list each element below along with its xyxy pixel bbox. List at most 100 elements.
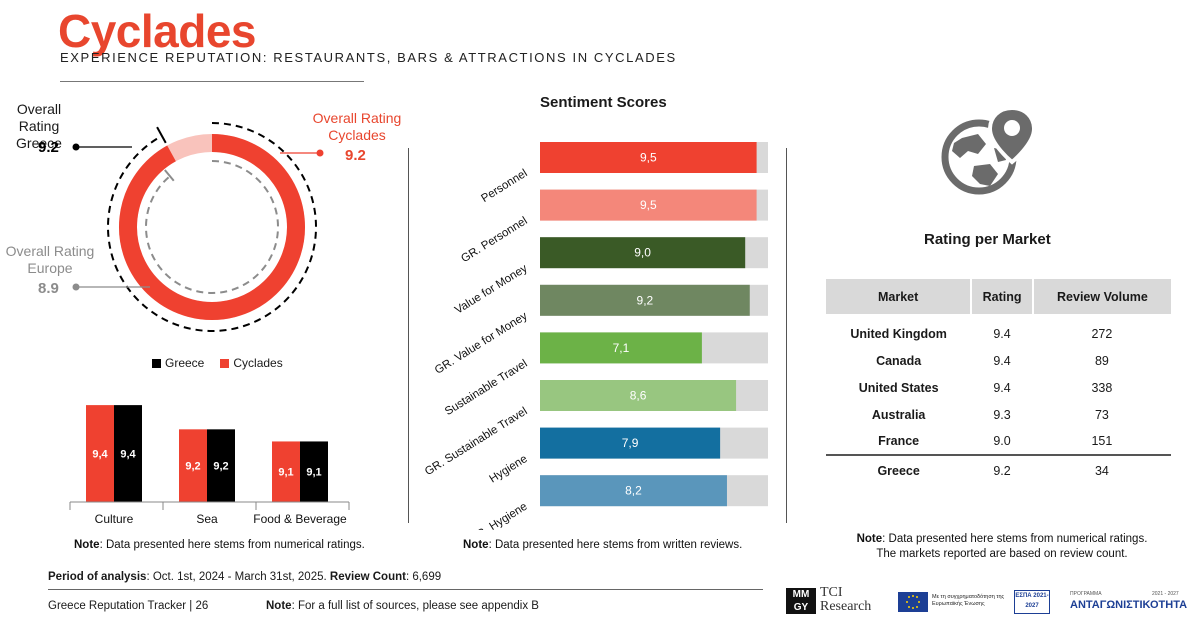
left-separator [408,148,409,523]
cell-market: Canada [876,353,922,368]
category-bar [179,429,207,502]
cell-rating: 9.4 [993,353,1011,368]
col-header-market: Market [826,279,972,314]
sentiment-bar-value: 8,2 [625,484,642,498]
col-header-review-volume: Review Volume [1031,279,1171,314]
category-bar-label: 9,2 [213,461,228,473]
period-of-analysis: Period of analysis: Oct. 1st, 2024 - Mar… [48,571,442,583]
europe-leader-dot [72,283,80,291]
sentiment-bar-value: 9,2 [637,293,654,307]
antag-years: 2021 - 2027 [1152,591,1179,597]
cell-review-volume: 338 [1091,380,1113,395]
category-bar-label: 9,4 [92,449,108,461]
eu-flag-logo [898,592,928,612]
espa-logo: ΕΣΠΑ 2021-2027 [1014,590,1050,614]
mmgy-logo: MM GY [786,588,816,614]
overall-rating-europe-value: 8.9 [38,280,59,297]
cell-review-volume: 34 [1032,454,1171,485]
footer-divider [48,589,763,590]
tci-research-logo: TCI Research [820,585,872,614]
cell-rating: 9.0 [993,434,1011,448]
title-divider [60,81,364,82]
europe-marker [164,169,175,182]
category-bar [300,441,328,502]
sentiment-bar [540,284,750,316]
category-bar [114,405,142,502]
cell-rating: 9.3 [993,407,1011,422]
category-bar-label: 9,4 [120,449,136,461]
page-title: Cyclades [58,5,257,57]
cell-market: Greece [826,454,972,485]
sentiment-bar [540,475,727,507]
sentiment-bar [540,427,721,459]
overall-rating-greece-label: Overall Rating Greece [16,101,62,151]
sentiment-bar [540,237,746,269]
category-bar-label: 9,1 [278,467,293,479]
overall-rating-cyclades-label: Overall Rating Cyclades [312,110,402,143]
cell-market: Australia [871,407,926,422]
sentiment-bar-category: Hygiene [487,453,529,486]
table-row: United Kingdom 9.4 272 [826,314,1171,347]
sentiment-bar [540,332,702,364]
cell-review-volume: 151 [1091,434,1113,448]
cell-rating: 9.4 [993,326,1011,341]
cell-review-volume: 73 [1094,407,1109,422]
sentiment-chart-title: Sentiment Scores [540,94,667,111]
market-table: Market Rating Review Volume United Kingd… [826,279,1171,485]
sentiment-bar-value: 8,6 [630,389,647,403]
overall-rating-greece-value: 9.2 [38,139,59,156]
legend-item-greece: Greece [152,356,204,370]
cell-review-volume: 89 [1094,353,1109,368]
table-row: United States 9.4 338 [826,374,1171,401]
sentiment-bar-category: Value for Money [453,262,530,316]
cell-market: United States [858,380,939,395]
legend-label-greece: Greece [165,356,205,370]
sentiment-bar [540,142,757,173]
overall-rating-donut [72,122,324,332]
category-bar-label: 9,1 [306,467,321,479]
donut-arc-europe [145,160,279,294]
category-bar [272,441,300,502]
sentiment-bar-value: 9,0 [634,246,651,260]
category-chart-note: Note: Data presented here stems from num… [74,539,365,551]
legend-swatch-greece [152,358,161,368]
page-subtitle: EXPERIENCE REPUTATION: RESTAURANTS, BARS… [60,50,677,65]
overall-rating-europe-label: Overall Rating Europe [5,243,95,276]
category-axis-label: Sea [196,512,218,526]
category-bar [207,429,235,502]
cell-review-volume: 272 [1091,326,1113,341]
sentiment-bar-category: GR. Personnel [459,215,529,265]
sentiment-bar [540,380,737,411]
sentiment-bar [540,189,757,221]
category-bar [86,405,114,502]
eu-funding-text: Με τη συγχρηματοδότηση της Ευρωπαϊκής Έν… [932,594,1005,607]
cyclades-leader-dot [316,149,324,157]
overall-rating-cyclades-value: 9.2 [345,147,366,164]
legend-label-cyclades: Cyclades [233,356,283,370]
legend-item-cyclades: Cyclades [220,356,283,370]
sentiment-bar-category: Personnel [479,167,529,205]
cell-rating: 9.4 [993,380,1011,395]
market-table-note: Note: Data presented here stems from num… [856,533,1148,560]
sentiment-bar-value: 7,9 [622,436,639,450]
footer-source-note: Note: For a full list of sources, please… [266,600,539,612]
sentiment-bar-category: GR. Hygiene [467,501,529,530]
donut-arc-greece [107,122,317,332]
sentiment-bar-value: 9,5 [640,151,657,165]
antagonistikotita-logo: ΑΝΤΑΓΩΝΙΣΤΙΚΟΤΗΤΑ [1070,599,1188,611]
antag-program-label: ΠΡΟΓΡΑΜΜΑ [1070,591,1102,597]
legend-swatch-cyclades [220,358,230,368]
table-row-total: Greece 9.2 34 [826,454,1171,485]
right-separator [786,148,787,523]
table-row: France 9.0 151 [826,428,1171,455]
sentiment-chart-note: Note: Data presented here stems from wri… [463,539,743,551]
category-bar-chart: 9,4 9,4 Culture 9,2 9,2 Sea 9,1 9,1 Food & Bever… [69,405,350,526]
sentiment-bar-value: 9,5 [640,198,657,212]
col-header-rating: Rating [970,279,1033,314]
cell-market: France [878,434,920,448]
cell-rating: 9.2 [971,454,1033,485]
globe-pin-icon [941,105,1032,195]
table-row: Canada 9.4 89 [826,347,1171,374]
table-row: Australia 9.3 73 [826,401,1171,428]
market-table-header: Market Rating Review Volume [826,279,1171,314]
